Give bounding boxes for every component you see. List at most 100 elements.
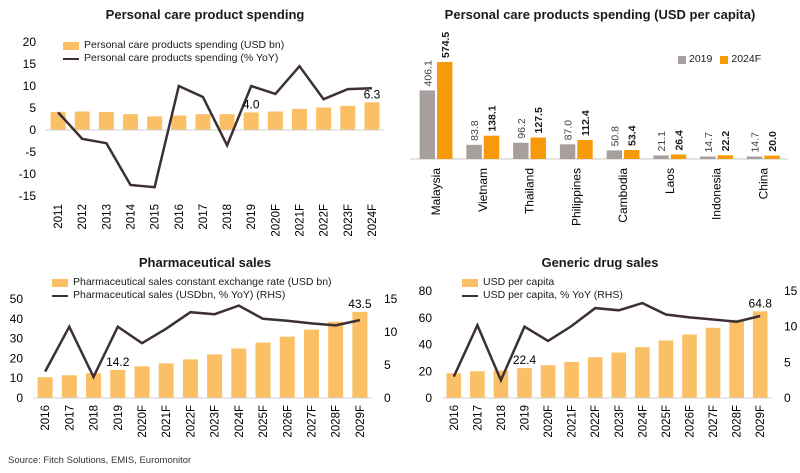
- bar: [577, 140, 593, 159]
- bar: [328, 321, 344, 398]
- legend-label: Personal care products spending (% YoY): [84, 52, 279, 64]
- x-tick-label: Philippines: [569, 168, 583, 226]
- bar: [134, 366, 150, 398]
- y-tick-label: -15: [19, 189, 37, 203]
- x-tick-label: 2025F: [258, 405, 270, 438]
- x-tick-label: Cambodia: [616, 168, 630, 223]
- bar: [752, 311, 768, 398]
- legend-swatch: [462, 278, 478, 287]
- x-tick-label: 2019: [520, 405, 532, 431]
- x-tick-label: 2021F: [161, 405, 173, 438]
- value-label: 127.5: [533, 107, 545, 133]
- legend-label: Pharmaceutical sales (USDbn, % YoY) (RHS…: [73, 289, 286, 301]
- bar: [303, 329, 319, 398]
- bar: [717, 155, 733, 159]
- y-tick-label: 80: [419, 284, 433, 298]
- y2-tick-label: 5: [384, 358, 391, 372]
- x-tick-label: 2011: [53, 204, 65, 229]
- x-tick-label: 2020F: [137, 405, 149, 438]
- bar: [61, 375, 77, 398]
- chart-title: Personal care product spending: [105, 7, 305, 22]
- chart-title: Generic drug sales: [541, 255, 659, 270]
- bar: [231, 348, 247, 398]
- bar: [611, 352, 627, 398]
- legend-item: USD per capita: [462, 276, 623, 289]
- bar: [98, 111, 114, 130]
- bar: [587, 357, 603, 398]
- legend-item: Personal care products spending (USD bn): [63, 39, 284, 52]
- bar: [123, 114, 138, 130]
- bar: [171, 115, 187, 130]
- x-tick-label: 2018: [222, 204, 234, 230]
- legend-swatch: [52, 278, 68, 287]
- chart-legend: 2019 2024F: [678, 53, 761, 66]
- x-tick-label: 2016: [174, 204, 186, 230]
- bar: [470, 371, 485, 398]
- chart-generic-drug-sales: Generic drug sales 0 20 40 60 80 0 5 10 15 22.4 64…: [400, 240, 800, 455]
- x-tick-label: 2022F: [590, 405, 602, 438]
- series-line: [57, 64, 372, 189]
- x-tick-label: 2013: [101, 204, 113, 230]
- bar: [493, 370, 509, 398]
- y-tick-label: 50: [10, 292, 24, 306]
- value-label: 50.8: [609, 126, 621, 147]
- value-label: 26.4: [674, 130, 686, 151]
- x-tick-label: Vietnam: [476, 168, 490, 212]
- bar: [700, 156, 716, 159]
- bar: [653, 155, 669, 159]
- value-label: 20.0: [767, 131, 779, 152]
- value-label: 406.1: [422, 60, 434, 86]
- x-tick-label: 2028F: [732, 405, 744, 438]
- bar: [419, 90, 436, 159]
- x-tick-label: Malaysia: [429, 168, 443, 216]
- y-tick-label: 0: [425, 391, 432, 405]
- bar: [540, 365, 556, 398]
- chart-pharmaceutical-sales: Pharmaceutical sales 0 10 20 30 40 50 0 5 10 15 14…: [0, 240, 400, 455]
- x-tick-label: 2024F: [234, 405, 246, 438]
- bar: [670, 154, 687, 159]
- x-tick-label: 2016: [449, 405, 461, 431]
- bar: [207, 354, 223, 398]
- y-tick-label: -10: [19, 167, 37, 181]
- x-tick-label: 2012: [77, 204, 89, 230]
- bar: [316, 107, 332, 130]
- y2-tick-label: 0: [384, 391, 391, 405]
- x-tick-label: 2024F: [367, 204, 379, 237]
- bar: [658, 340, 674, 398]
- chart-legend: USD per capita USD per capita, % YoY (RH…: [462, 276, 623, 302]
- x-tick-label: 2026F: [685, 405, 697, 438]
- bar: [267, 111, 283, 130]
- x-tick-label: 2027F: [708, 405, 720, 438]
- y-tick-label: 10: [10, 371, 24, 385]
- value-label: 96.2: [516, 118, 528, 139]
- series-line: [452, 301, 761, 384]
- x-tick-label: China: [756, 168, 770, 200]
- bar: [219, 114, 235, 130]
- x-tick-label: 2029F: [355, 405, 367, 438]
- bar: [110, 369, 126, 398]
- bar: [279, 336, 295, 398]
- value-label: 14.7: [750, 132, 762, 153]
- y-tick-label: 0: [16, 391, 23, 405]
- x-tick-label: 2023F: [210, 405, 222, 438]
- value-label: 87.0: [563, 120, 575, 141]
- y-tick-label: 20: [419, 364, 433, 378]
- x-tick-label: 2018: [89, 405, 101, 431]
- x-tick-label: 2022F: [185, 405, 197, 438]
- data-label: 6.3: [364, 87, 381, 101]
- series-line: [43, 304, 361, 380]
- legend-swatch: [462, 294, 478, 297]
- source-note: Source: Fitch Solutions, EMIS, Euromonit…: [8, 455, 192, 466]
- x-tick-label: 2026F: [282, 405, 294, 438]
- bar: [606, 150, 623, 159]
- value-label: 112.4: [580, 110, 592, 136]
- chart-title: Pharmaceutical sales: [138, 255, 272, 270]
- bar: [158, 363, 174, 398]
- legend-swatch: [678, 55, 686, 64]
- y-tick-label: 15: [23, 57, 37, 71]
- x-tick-label: 2017: [64, 405, 76, 431]
- bar: [705, 327, 721, 398]
- x-tick-label: 2028F: [331, 405, 343, 438]
- x-tick-label: 2016: [40, 405, 52, 431]
- bar: [764, 155, 780, 159]
